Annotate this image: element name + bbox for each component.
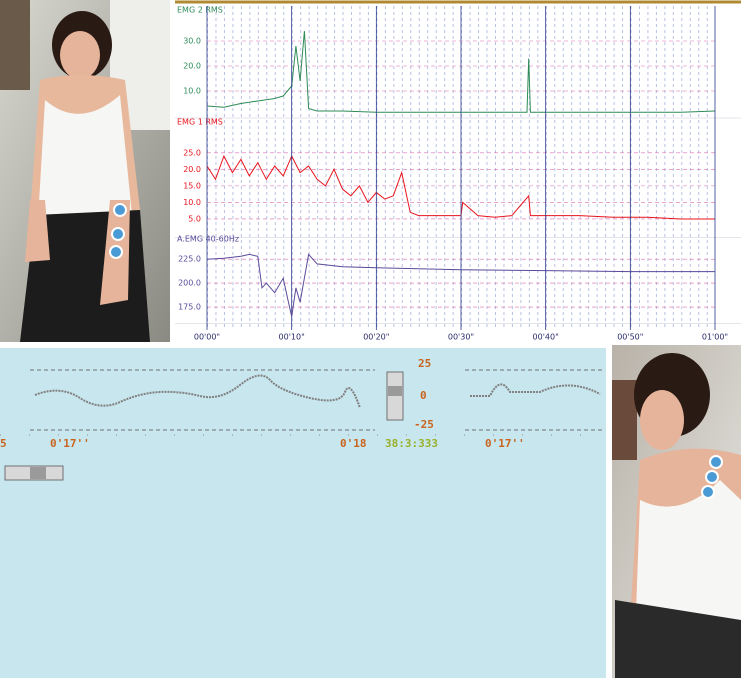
software-screen: 25 0 -25 5 0'17'' 0'18 38:3:333 0'17'' (0, 348, 606, 678)
time-label: 0'18 (340, 437, 367, 450)
y-tick-label: 225.0 (178, 255, 201, 264)
y-tick-label: 5.0 (188, 214, 201, 223)
photo-arm (0, 0, 170, 342)
y-tick-label: 10.0 (183, 87, 201, 96)
photo-shoulder (612, 345, 741, 678)
y-tick-label: 200.0 (178, 279, 201, 288)
y-tick-label: 30.0 (183, 37, 201, 46)
y-tick-label: 25.0 (183, 148, 201, 157)
x-tick-label: 00'50" (617, 333, 643, 342)
figure: EMG 2 RMS 10.0 20.0 30.0 EMG 1 RMS 5.0 10.0 15.… (0, 0, 741, 678)
panel-title: EMG 2 RMS (177, 6, 223, 15)
time-label: 0'17'' (50, 437, 90, 450)
page: EMG 2 RMS 10.0 20.0 30.0 EMG 1 RMS 5.0 10.0 15.… (0, 0, 741, 678)
time-label: 0'17'' (485, 437, 525, 450)
scale-label: 25 (418, 357, 431, 370)
panel-title: EMG 1 RMS (177, 118, 223, 127)
y-tick-label: 10.0 (183, 198, 201, 207)
x-tick-label: 00'40" (533, 333, 559, 342)
x-tick-label: 00'30" (448, 333, 474, 342)
y-tick-label: 20.0 (183, 165, 201, 174)
x-tick-label: 00'00" (194, 333, 220, 342)
x-tick-label: 01'00" (702, 333, 728, 342)
scale-label: -25 (414, 418, 434, 431)
y-tick-label: 15.0 (183, 181, 201, 190)
counter: 38:3:333 (385, 437, 438, 450)
y-tick-label: 20.0 (183, 62, 201, 71)
panel-title: A.EMG 40-60Hz (177, 235, 239, 244)
edge-label: 5 (0, 437, 7, 450)
x-tick-label: 00'10" (279, 333, 305, 342)
x-tick-label: 00'20" (363, 333, 389, 342)
y-tick-label: 175.0 (178, 303, 201, 312)
scale-label: 0 (420, 389, 427, 402)
